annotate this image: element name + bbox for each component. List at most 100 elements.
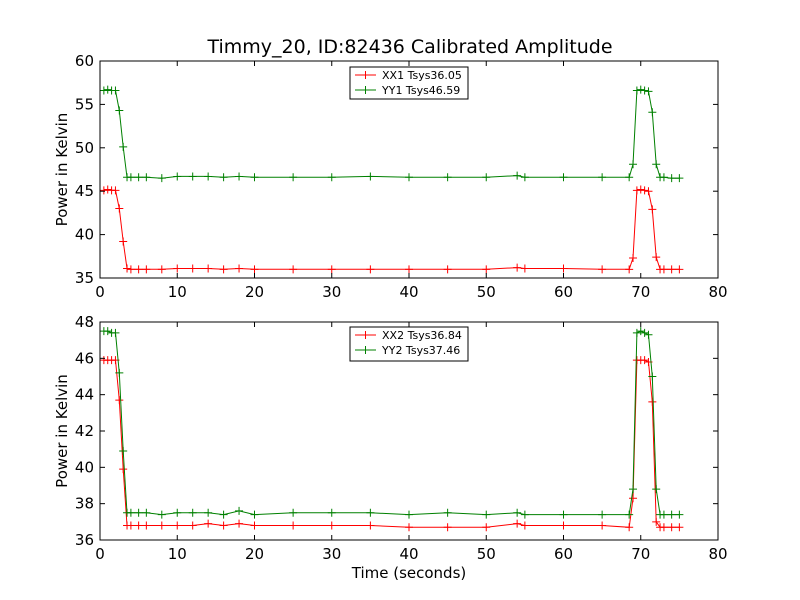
data-point	[598, 173, 607, 182]
data-point	[598, 521, 607, 530]
data-point	[123, 264, 132, 273]
data-point	[648, 397, 657, 406]
data-point	[520, 173, 529, 182]
y-axis-label: Power in Kelvin	[53, 113, 71, 227]
data-point	[652, 517, 661, 526]
data-point	[289, 521, 298, 530]
y-tick-label: 42	[75, 422, 94, 440]
data-point	[625, 523, 634, 532]
data-point	[520, 264, 529, 273]
data-point	[157, 265, 166, 274]
y-tick-label: 55	[75, 95, 94, 113]
data-point	[629, 254, 638, 263]
data-point	[366, 508, 375, 517]
data-point	[640, 86, 649, 95]
data-point	[188, 172, 197, 181]
data-point	[667, 174, 676, 183]
data-point	[513, 508, 522, 517]
legend-label: XX2 Tsys36.84	[382, 329, 462, 342]
data-point	[111, 328, 120, 337]
data-point	[482, 510, 491, 519]
data-point	[188, 521, 197, 530]
x-tick-label: 0	[95, 545, 105, 563]
data-point	[119, 142, 128, 151]
data-point	[652, 253, 661, 262]
data-point	[405, 510, 413, 519]
data-point	[652, 485, 661, 494]
x-tick-label: 10	[168, 545, 187, 563]
data-point	[648, 108, 657, 117]
data-point	[648, 205, 657, 214]
data-point	[640, 356, 649, 365]
data-point	[173, 508, 182, 517]
x-axis-label: Time (seconds)	[351, 564, 467, 582]
data-point	[482, 265, 491, 274]
data-point	[405, 523, 413, 532]
data-point	[659, 523, 668, 532]
data-point	[675, 510, 684, 519]
data-point	[115, 106, 124, 115]
data-point	[134, 508, 143, 517]
data-point	[119, 446, 128, 455]
y-tick-label: 60	[75, 52, 94, 70]
data-point	[366, 521, 375, 530]
data-point	[632, 328, 641, 337]
x-tick-label: 20	[245, 283, 264, 301]
x-tick-label: 40	[399, 283, 418, 301]
data-point	[235, 172, 244, 181]
data-point	[115, 368, 124, 377]
top-plot: 0 10 20 30 40 50 60 70 80 35 40 45 50 55 60 Power in Ke…	[53, 52, 728, 301]
data-point	[667, 265, 676, 274]
data-point	[219, 265, 228, 274]
x-tick-label: 10	[168, 283, 187, 301]
data-point	[559, 521, 568, 530]
data-point	[157, 521, 166, 530]
data-point	[629, 160, 638, 169]
data-point	[644, 87, 653, 96]
y-tick-label: 44	[75, 386, 94, 404]
data-point	[675, 265, 684, 274]
series-group	[100, 327, 684, 532]
data-point	[636, 185, 645, 194]
data-point	[625, 510, 634, 519]
y-tick-label: 38	[75, 495, 94, 513]
y-tick-label: 40	[75, 226, 94, 244]
data-point	[366, 172, 375, 181]
data-point	[559, 173, 568, 182]
x-tick-label: 30	[322, 283, 341, 301]
x-tick-label: 50	[477, 283, 496, 301]
x-tick-label: 60	[554, 283, 573, 301]
data-point	[235, 519, 244, 528]
x-tick-label: 60	[554, 545, 573, 563]
data-point	[629, 494, 638, 503]
legend-label: YY1 Tsys46.59	[381, 84, 460, 97]
data-point	[667, 523, 676, 532]
data-point	[405, 265, 413, 274]
data-point	[115, 204, 124, 213]
data-point	[327, 508, 336, 517]
data-point	[443, 173, 452, 182]
data-point	[219, 173, 228, 182]
data-point	[327, 265, 336, 274]
data-point	[675, 174, 684, 183]
data-point	[235, 264, 244, 273]
data-point	[625, 173, 634, 182]
data-point	[115, 396, 124, 405]
data-point	[173, 264, 182, 273]
data-point	[598, 510, 607, 519]
data-point	[103, 85, 112, 94]
data-point	[157, 174, 166, 183]
data-point	[289, 265, 298, 274]
data-point	[142, 265, 151, 274]
data-point	[235, 506, 244, 515]
data-point	[173, 521, 182, 530]
data-point	[659, 173, 668, 182]
legend-marker	[361, 331, 370, 339]
data-point	[134, 173, 143, 182]
data-point	[126, 508, 135, 517]
data-point	[250, 173, 259, 182]
data-point	[327, 521, 336, 530]
x-tick-label: 80	[708, 545, 727, 563]
data-point	[652, 160, 661, 169]
